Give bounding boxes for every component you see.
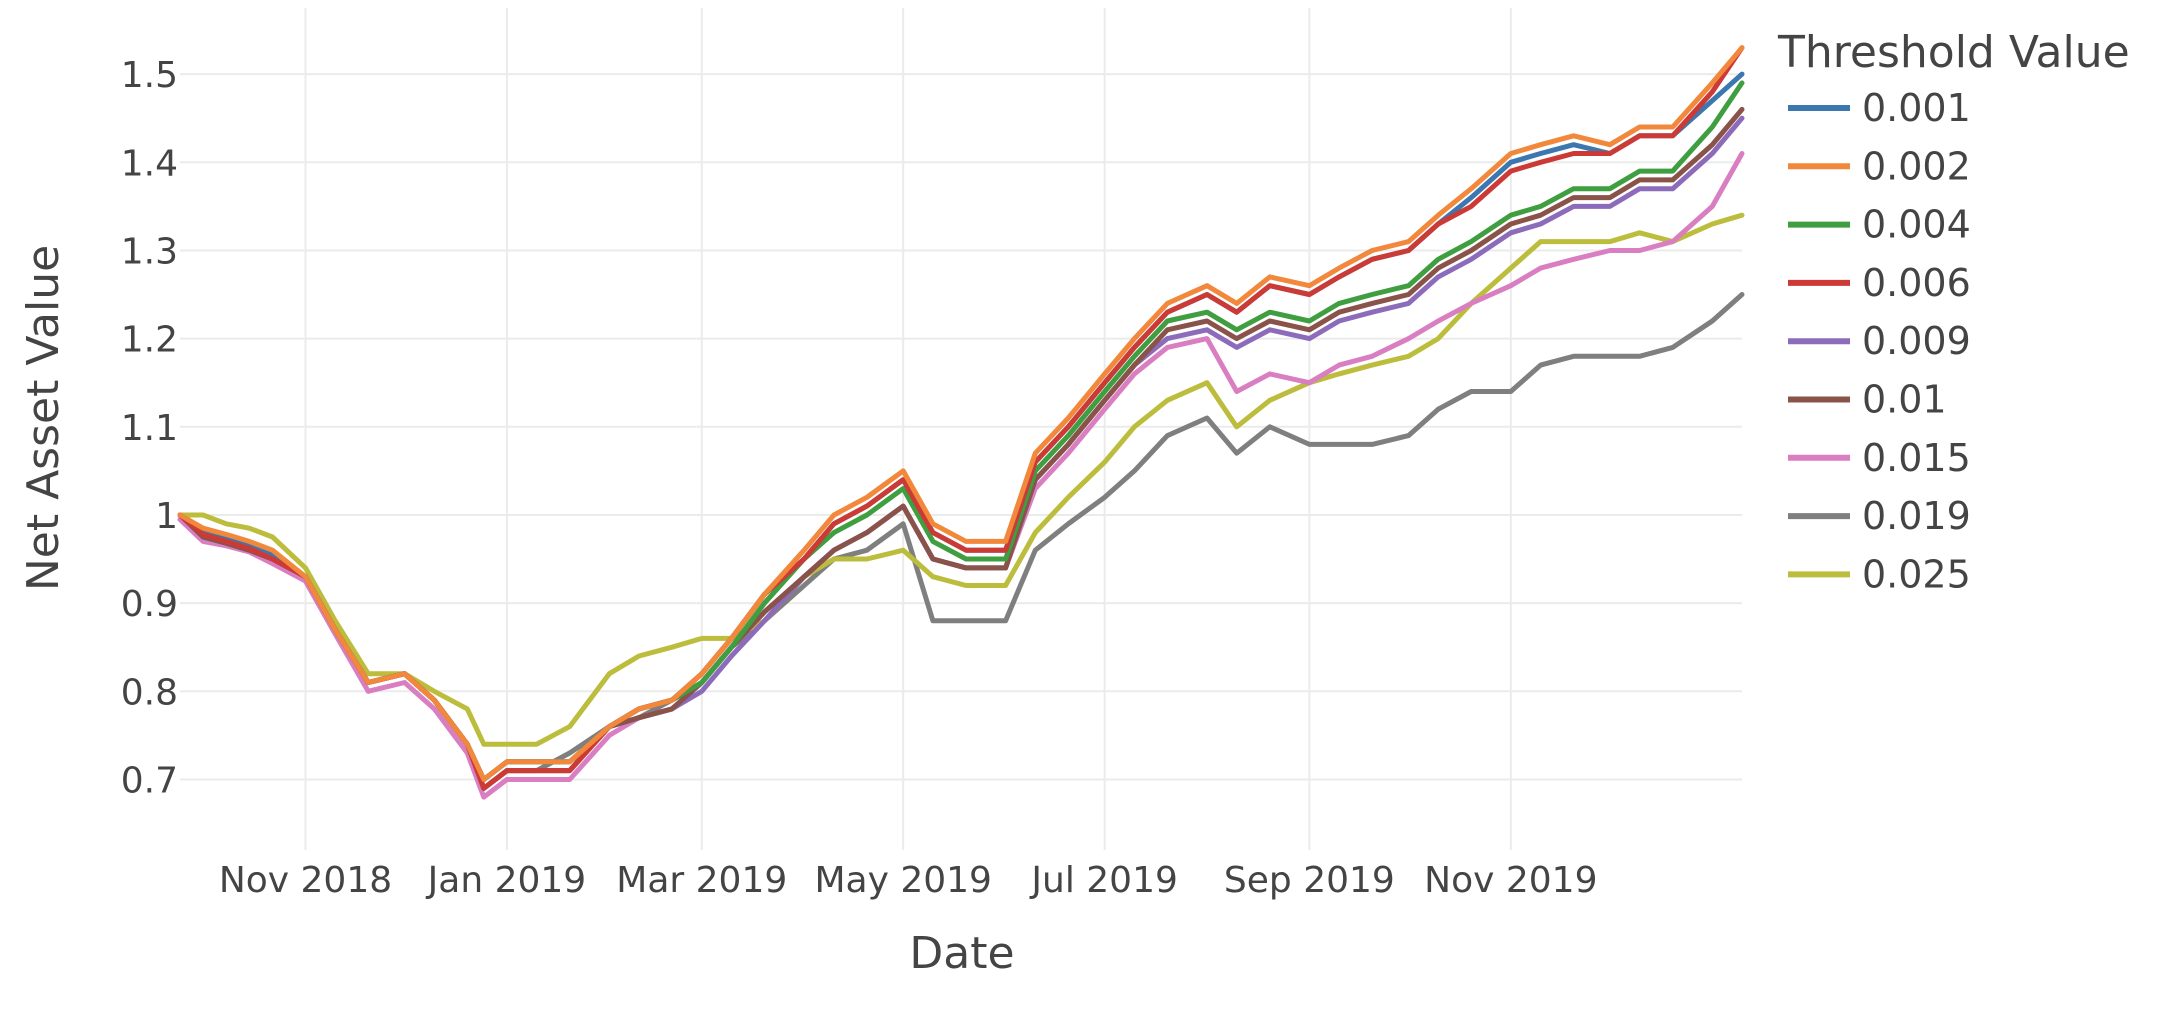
- series-line-0-01: [177, 106, 1745, 791]
- legend: Threshold Value 0.0010.0020.0040.0060.00…: [1777, 27, 2130, 596]
- legend-label: 0.019: [1862, 494, 1971, 538]
- series-lines: [177, 45, 1745, 800]
- y-tick-label: 1.4: [121, 143, 178, 184]
- y-axis-title: Net Asset Value: [18, 245, 69, 591]
- x-tick-label: May 2019: [814, 860, 992, 901]
- y-tick-label: 1.5: [121, 55, 178, 96]
- legend-label: 0.001: [1862, 86, 1971, 130]
- series-line-0-025: [177, 212, 1745, 747]
- x-tick-label: Jan 2019: [426, 860, 587, 901]
- y-tick-label: 1: [155, 496, 178, 537]
- y-tick-label: 0.7: [121, 760, 178, 801]
- x-axis-ticks: Nov 2018 Jan 2019 Mar 2019 May 2019 Jul 2019…: [219, 860, 1598, 901]
- x-axis-title: Date: [909, 928, 1014, 979]
- x-tick-label: Nov 2018: [219, 860, 392, 901]
- legend-label: 0.009: [1862, 319, 1971, 363]
- x-tick-label: Nov 2019: [1424, 860, 1597, 901]
- y-tick-label: 0.8: [121, 672, 178, 713]
- legend-label: 0.006: [1862, 261, 1971, 305]
- x-tick-label: Mar 2019: [616, 860, 787, 901]
- legend-label: 0.01: [1862, 378, 1947, 422]
- legend-items: 0.001 0.002 0.004 0.006 0.009 0.01 0.015 0.019 0…: [1788, 86, 1971, 596]
- y-tick-label: 1.1: [121, 408, 178, 449]
- x-tick-label: Jul 2019: [1029, 860, 1178, 901]
- series-line-0-002: [177, 45, 1745, 782]
- legend-label: 0.025: [1862, 552, 1971, 596]
- y-tick-label: 1.2: [121, 320, 178, 361]
- x-tick-label: Sep 2019: [1224, 860, 1395, 901]
- legend-title: Threshold Value: [1777, 27, 2130, 78]
- legend-label: 0.015: [1862, 436, 1971, 480]
- y-tick-label: 0.9: [121, 584, 178, 625]
- y-tick-label: 1.3: [121, 231, 178, 272]
- legend-label: 0.002: [1862, 144, 1971, 188]
- x-gridlines: [304, 8, 1512, 850]
- series-line-0-004: [177, 80, 1745, 782]
- legend-label: 0.004: [1862, 203, 1971, 247]
- y-axis-ticks: 0.7 0.8 0.9 1 1.1 1.2 1.3 1.4 1.5: [121, 55, 178, 801]
- y-gridlines: [180, 73, 1742, 781]
